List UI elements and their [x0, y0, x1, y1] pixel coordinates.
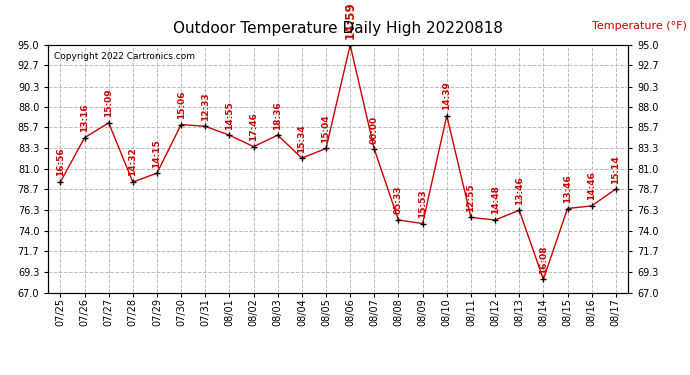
Text: 14:46: 14:46 — [587, 171, 596, 200]
Text: 15:09: 15:09 — [104, 88, 113, 117]
Text: 15:53: 15:53 — [418, 189, 427, 218]
Text: 13:16: 13:16 — [80, 104, 89, 132]
Text: 12:33: 12:33 — [201, 92, 210, 121]
Text: 15:06: 15:06 — [177, 90, 186, 119]
Text: 15:34: 15:34 — [297, 124, 306, 153]
Text: Copyright 2022 Cartronics.com: Copyright 2022 Cartronics.com — [54, 53, 195, 62]
Text: 13:46: 13:46 — [563, 174, 572, 203]
Text: 14:15: 14:15 — [152, 139, 161, 168]
Text: 18:36: 18:36 — [273, 101, 282, 130]
Text: Temperature (°F): Temperature (°F) — [591, 21, 687, 31]
Text: 13:46: 13:46 — [515, 176, 524, 205]
Text: 12:55: 12:55 — [466, 183, 475, 212]
Text: 16:08: 16:08 — [539, 245, 548, 274]
Text: 05:33: 05:33 — [394, 186, 403, 214]
Text: 16:56: 16:56 — [56, 148, 65, 177]
Text: 15:04: 15:04 — [322, 114, 331, 143]
Text: 14:59: 14:59 — [344, 2, 357, 39]
Text: 14:32: 14:32 — [128, 148, 137, 177]
Text: 00:00: 00:00 — [370, 116, 379, 144]
Text: 14:48: 14:48 — [491, 186, 500, 214]
Text: 15:14: 15:14 — [611, 155, 620, 183]
Text: 14:39: 14:39 — [442, 81, 451, 110]
Text: 14:55: 14:55 — [225, 101, 234, 130]
Text: 17:46: 17:46 — [249, 112, 258, 141]
Text: Outdoor Temperature Daily High 20220818: Outdoor Temperature Daily High 20220818 — [173, 21, 503, 36]
